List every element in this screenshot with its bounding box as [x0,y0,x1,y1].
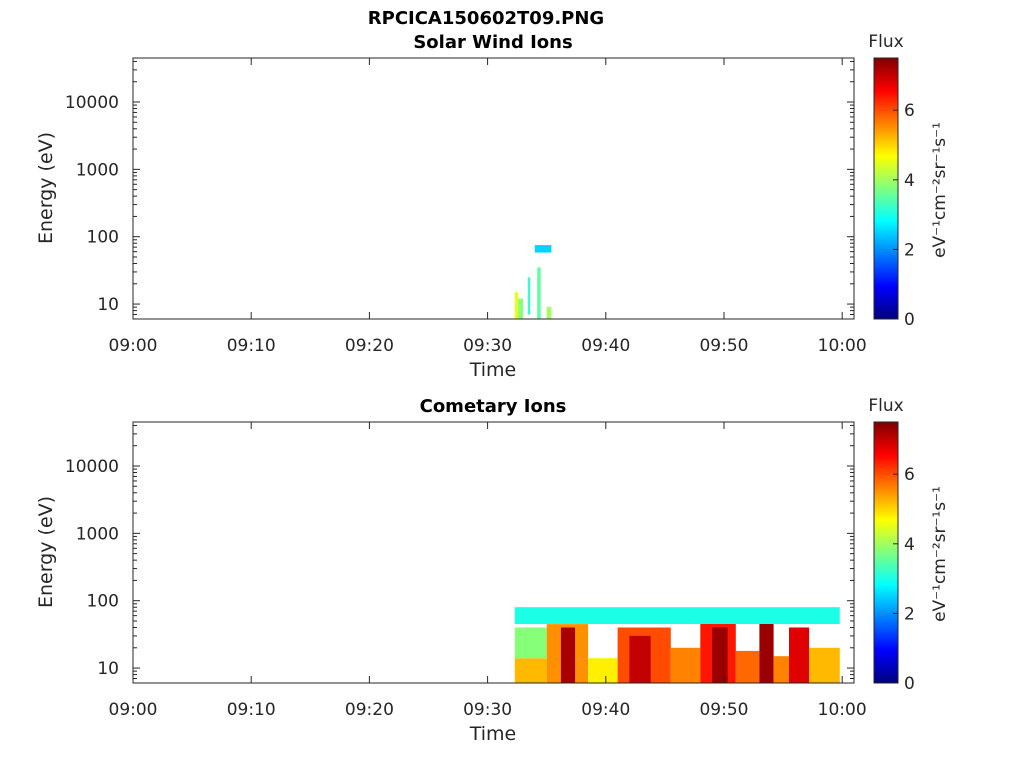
x-tick-label: 09:00 [109,700,158,720]
colorbar-tick-label: 2 [904,240,915,260]
plot-frame [132,421,855,684]
y-tick-label: 1000 [76,160,119,180]
x-axis-label: Time [469,723,517,745]
flux-cell [560,627,576,683]
flux-cell [670,647,701,683]
flux-cell [809,647,840,683]
x-tick-label: 09:50 [699,700,748,720]
panel-title: Solar Wind Ions [413,32,572,53]
y-axis: 10 100 1000 10000 [65,60,854,320]
x-tick-label: 09:30 [463,336,512,356]
colorbar-frame [873,57,899,320]
plot-frame [132,57,855,320]
colorbar-tick-label: 2 [904,604,915,624]
panel-title: Cometary Ions [420,396,567,417]
y-axis-label: Energy (eV) [35,132,57,244]
flux-cell [588,658,618,683]
flux-cell [514,607,840,624]
y-tick-label: 10 [97,295,119,315]
x-axis: 09:00 09:10 09:20 09:30 09:40 09:50 10:00 [109,422,867,720]
flux-cell [527,277,531,315]
x-tick-label: 09:30 [463,700,512,720]
colorbar [874,422,898,683]
x-tick-label: 09:20 [345,700,394,720]
colorbar [874,58,898,319]
colorbar-tick-label: 6 [904,465,915,485]
colorbar-tick-label: 6 [904,101,915,121]
x-axis: 09:00 09:10 09:20 09:30 09:40 09:50 10:00 [109,58,867,356]
x-tick-label: 09:10 [227,700,276,720]
flux-cell [514,658,547,683]
flux-cell [514,292,519,319]
flux-cell [735,650,760,683]
flux-cell [712,627,728,683]
x-tick-label: 09:10 [227,336,276,356]
y-tick-label: 10000 [65,93,119,113]
y-tick-label: 100 [87,228,119,248]
flux-cell [518,298,523,319]
flux-cell [514,627,547,659]
colorbar-title: Flux [868,32,903,52]
flux-cell [534,245,552,253]
colorbar-ticks: 0 2 4 6 [893,101,915,330]
flux-cell [789,627,810,683]
flux-cell [773,656,789,683]
x-tick-label: 09:40 [581,336,630,356]
colorbar-label: eV⁻¹cm⁻²sr⁻¹s⁻¹ [930,486,950,622]
y-tick-label: 10 [97,659,119,679]
y-axis-label: Energy (eV) [35,496,57,608]
x-tick-label: 09:00 [109,336,158,356]
heatmap-area [514,607,840,683]
colorbar-tick-label: 4 [904,171,915,191]
y-tick-label: 10000 [65,457,119,477]
colorbar-label: eV⁻¹cm⁻²sr⁻¹s⁻¹ [930,122,950,258]
colorbar-tick-label: 0 [904,674,915,694]
y-tick-label: 1000 [76,524,119,544]
colorbar-tick-label: 4 [904,535,915,555]
colorbar-tick-label: 0 [904,310,915,330]
colorbar-frame [873,421,899,684]
flux-cell [629,635,651,683]
heatmap-area [514,245,552,319]
x-tick-label: 10:00 [818,700,867,720]
panel-cometary: Cometary Ions 09:00 09:10 09:20 09:30 09:40 0… [35,396,950,745]
x-tick-label: 09:50 [699,336,748,356]
flux-cell [537,267,541,319]
y-axis: 10 100 1000 10000 [65,424,854,684]
flux-cell [546,307,552,319]
colorbar-title: Flux [868,396,903,416]
y-tick-label: 100 [87,592,119,612]
panel-solar-wind: Solar Wind Ions 09:00 09:10 09:20 09:30 09:4… [35,32,950,381]
figure-filename: RPCICA150602T09.PNG [368,8,604,29]
x-tick-label: 09:20 [345,336,394,356]
colorbar-ticks: 0 2 4 6 [893,465,915,694]
x-tick-label: 09:40 [581,700,630,720]
flux-cell [759,613,774,683]
x-axis-label: Time [469,359,517,381]
x-tick-label: 10:00 [818,336,867,356]
